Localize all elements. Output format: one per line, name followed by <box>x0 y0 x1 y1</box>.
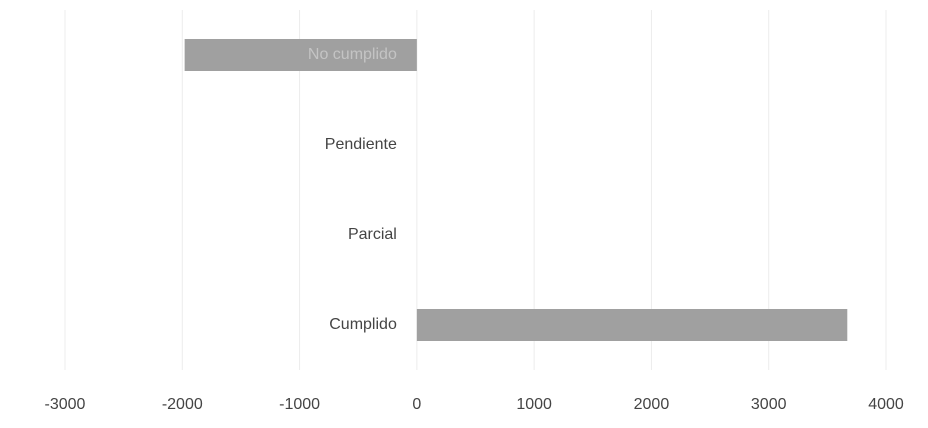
x-tick-label: 3000 <box>751 396 787 413</box>
y-tick-label: Cumplido <box>329 316 397 333</box>
x-tick-label: -3000 <box>45 396 86 413</box>
x-tick-label: 4000 <box>868 396 904 413</box>
x-tick-label: 0 <box>412 396 421 413</box>
x-tick-label: -2000 <box>162 396 203 413</box>
y-tick-label: No cumplido <box>308 46 397 63</box>
y-tick-label: Pendiente <box>325 136 397 153</box>
x-tick-label: 1000 <box>516 396 552 413</box>
bar <box>416 309 848 341</box>
x-tick-label: 2000 <box>634 396 670 413</box>
y-tick-label: Parcial <box>348 226 397 243</box>
x-tick-label: -1000 <box>279 396 320 413</box>
bar <box>184 39 417 71</box>
